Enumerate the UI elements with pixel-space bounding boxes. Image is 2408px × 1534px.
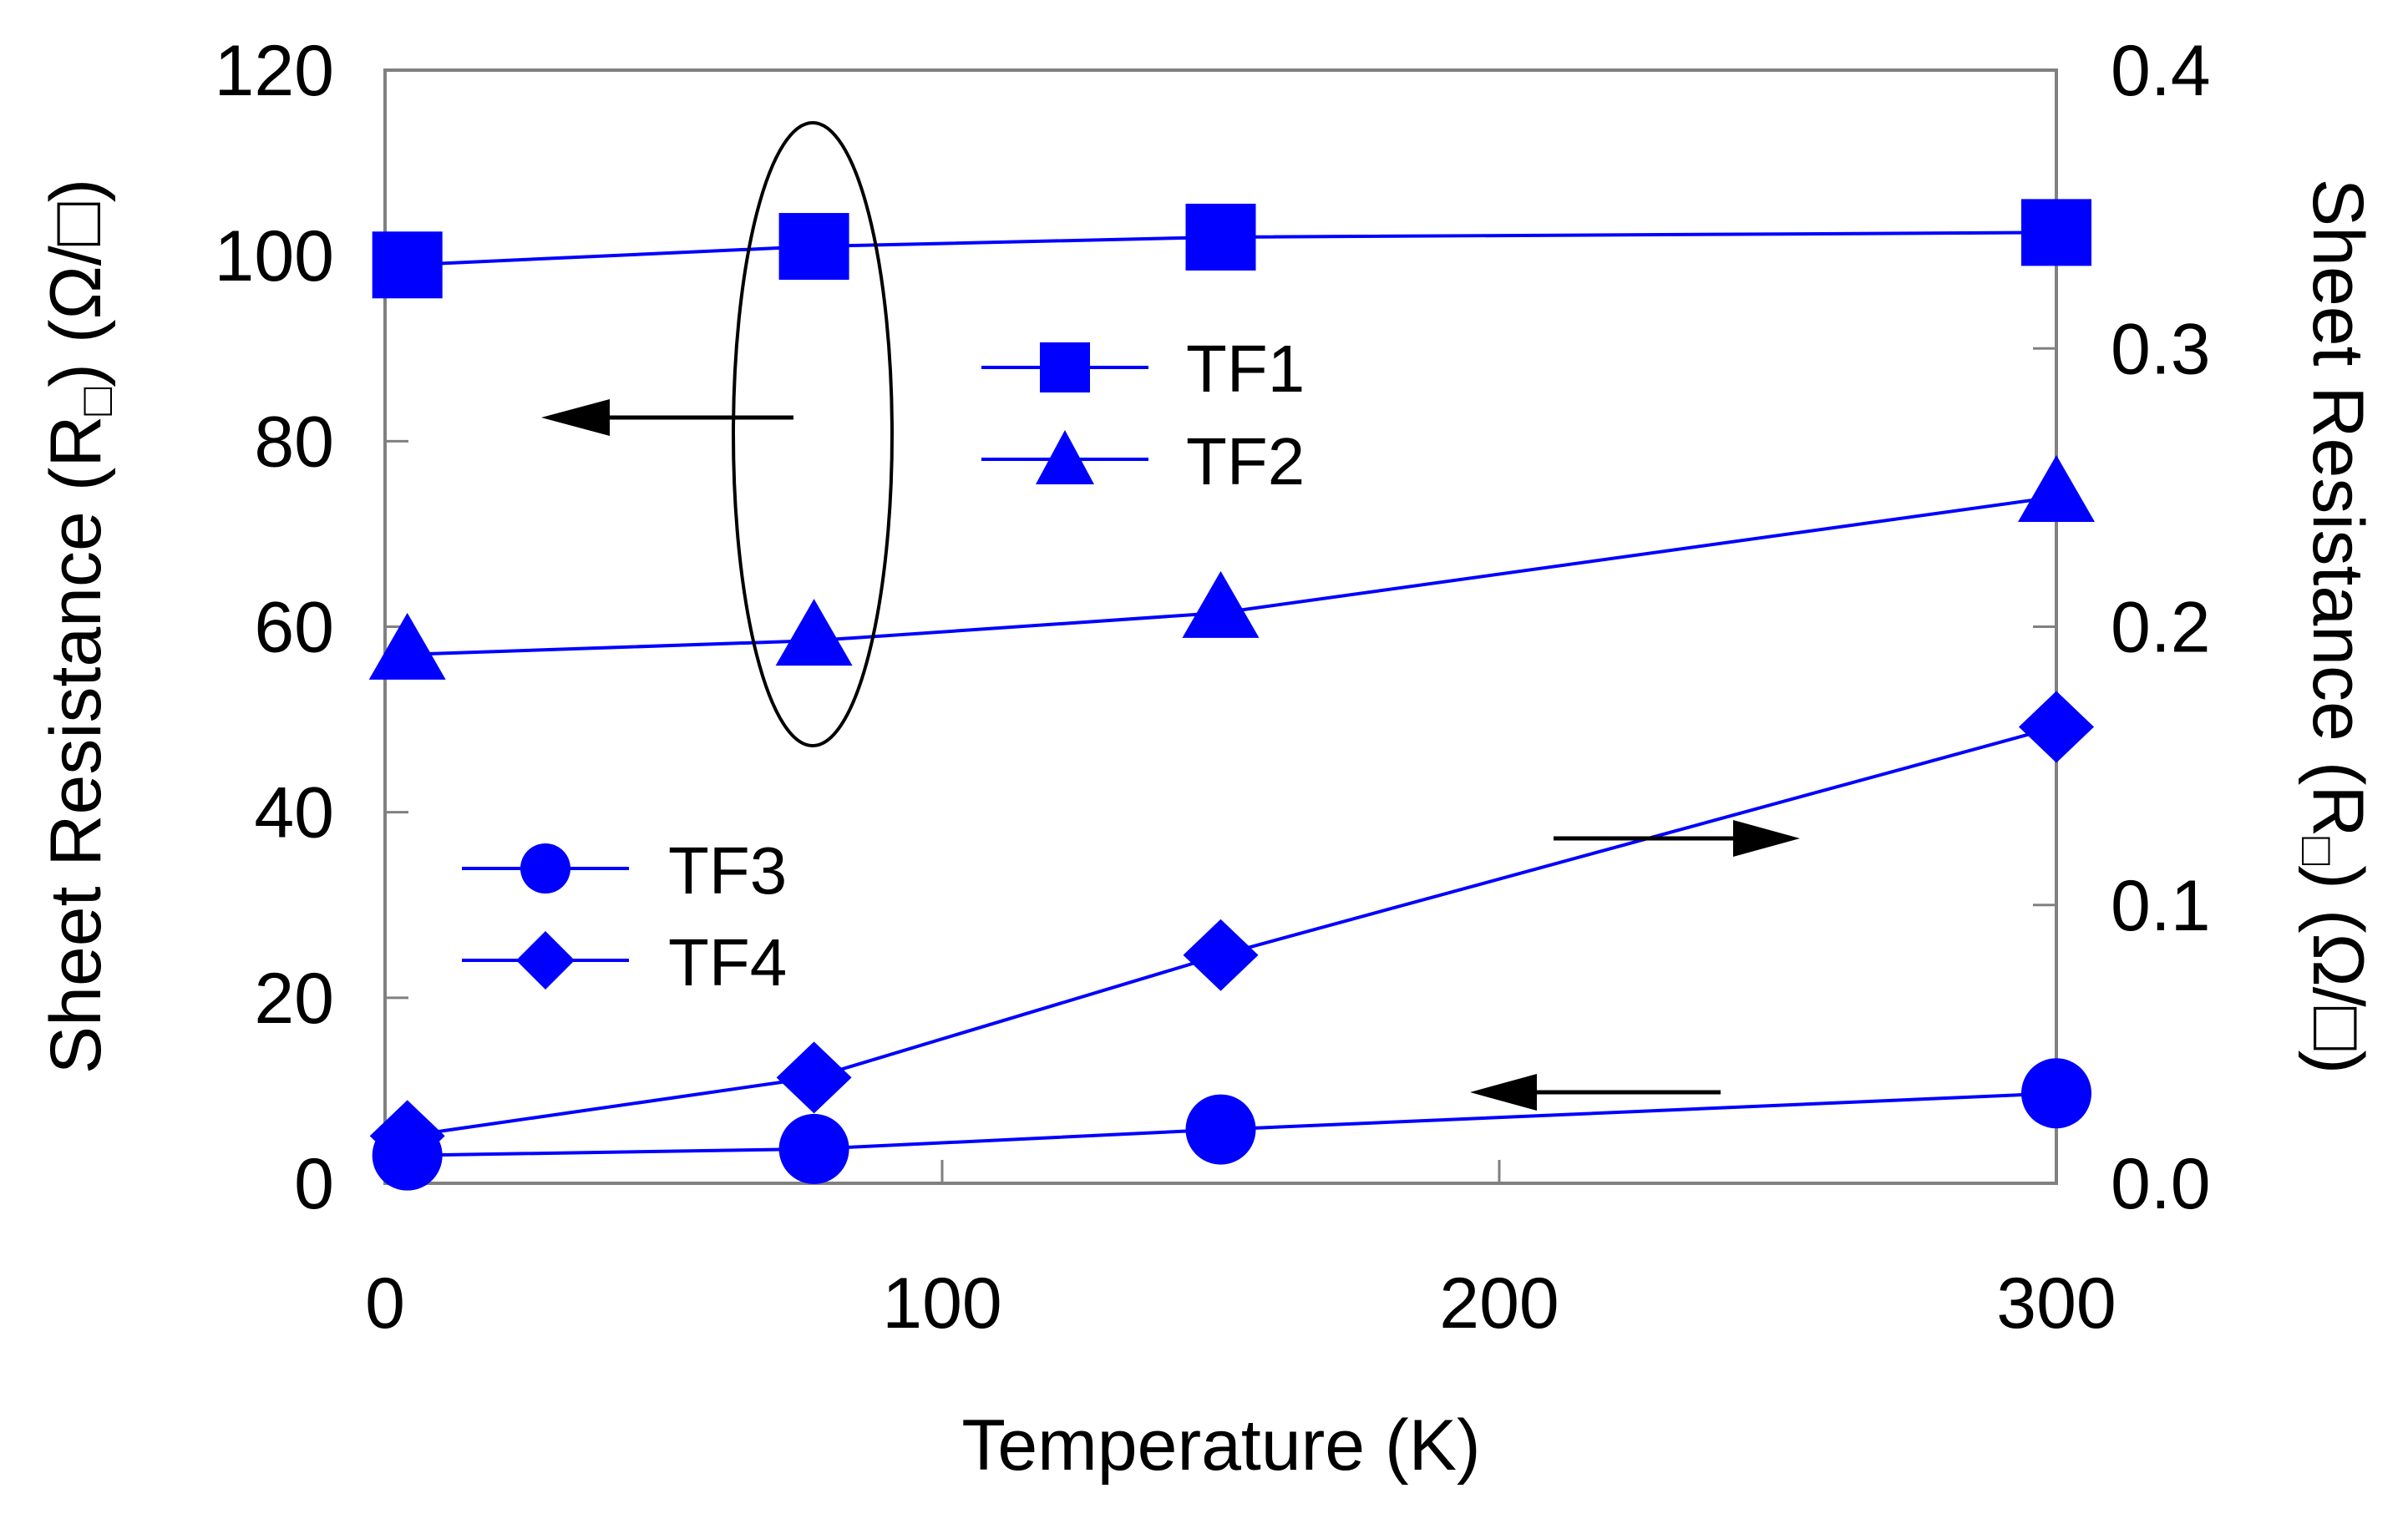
y-right-tick-label: 0.1 [2111,866,2211,946]
series-tf1-point [372,231,443,299]
y-axis-title-right: Sheet Resistance (R□) (Ω/□) [2292,179,2378,1074]
series-tf3 [372,1058,2091,1191]
y-left-tick-label: 120 [215,31,335,111]
x-tick-label: 0 [365,1263,405,1344]
series-tf3-point [778,1113,849,1184]
y-left-title-prefix: Sheet Resistance (R [36,416,116,1075]
series-tf4-point [776,1041,852,1114]
series-tf2 [368,454,2095,680]
y-right-tick-label: 0.3 [2111,309,2211,389]
series-tf1-line [407,230,2057,267]
arrow-left-upper-head [541,399,610,436]
x-tick-label: 300 [1996,1263,2117,1344]
x-tick-label: 100 [882,1263,1002,1344]
series-tf1 [372,199,2091,299]
series-tf2-point [368,612,446,680]
arrow-left-upper [541,399,793,436]
series-tf2-line [407,495,2057,656]
legend-tf4-label: TF4 [668,925,787,1000]
legend-tf3-label: TF3 [668,833,787,908]
legend-tf2-triangle-marker [1036,430,1094,484]
y-right-title-prefix: Sheet Resistance (R [2298,179,2378,838]
y-left-tick-label: 40 [254,773,334,853]
y-left-tick-label: 20 [254,959,334,1039]
series-tf3-point [2021,1058,2091,1129]
x-tick-label: 200 [1439,1263,1559,1344]
arrow-right-head [1733,820,1800,857]
series-tf3-line [407,1091,2057,1157]
y-left-tick-label: 60 [254,588,334,668]
series-tf3-point [1185,1094,1256,1165]
y-right-title-sub: □ [2292,837,2345,865]
legend-tf3-circle-marker [520,843,570,894]
series-tf2-point [1182,570,1260,638]
arrow-left-lower-head [1470,1074,1537,1111]
y-axis-title-left: Sheet Resistance (R□) (Ω/□) [36,179,122,1074]
arrow-left-lower [1470,1074,1721,1111]
axis-tick-labels: 0 100 200 300 0 20 40 60 80 100 120 0.0 0.1 0.2 0.3 0.4 [215,31,2211,1344]
series-tf1-point [778,213,849,281]
y-left-tick-label: 80 [254,402,334,482]
series-tf4-line [407,725,2057,1138]
y-left-title-suffix: ) (Ω/□) [36,179,116,387]
series-tf1-point [1185,203,1256,271]
grouping-ellipse [732,121,894,747]
series-tf4 [369,691,2094,1172]
series-layer [368,199,2095,1191]
legend-tf1-square-marker [1040,342,1090,392]
series-tf4-point [1183,919,1259,991]
y-right-tick-label: 0.4 [2111,31,2211,111]
y-right-title-suffix: ) (Ω/□) [2298,865,2378,1074]
legend-tf4-diamond-marker [516,931,575,990]
y-left-title-sub: □ [69,387,122,416]
y-left-tick-label: 100 [215,216,335,296]
y-right-tick-label: 0.2 [2111,588,2211,668]
y-right-tick-label: 0.0 [2111,1144,2211,1224]
x-axis-title: Temperature (K) [961,1405,1480,1486]
legend-upper: TF1 TF2 [981,332,1305,499]
y-left-tick-label: 0 [294,1144,334,1224]
legend-lower: TF3 TF4 [462,833,787,1000]
legend-tf2-label: TF2 [1186,424,1305,499]
series-tf1-point [2021,199,2091,266]
series-tf2-point [2018,454,2095,522]
series-tf4-point [369,1100,445,1172]
series-tf4-point [2019,691,2094,763]
series-tf2-point [775,599,853,666]
arrow-right [1554,820,1800,857]
legend-tf1-label: TF1 [1186,332,1305,406]
